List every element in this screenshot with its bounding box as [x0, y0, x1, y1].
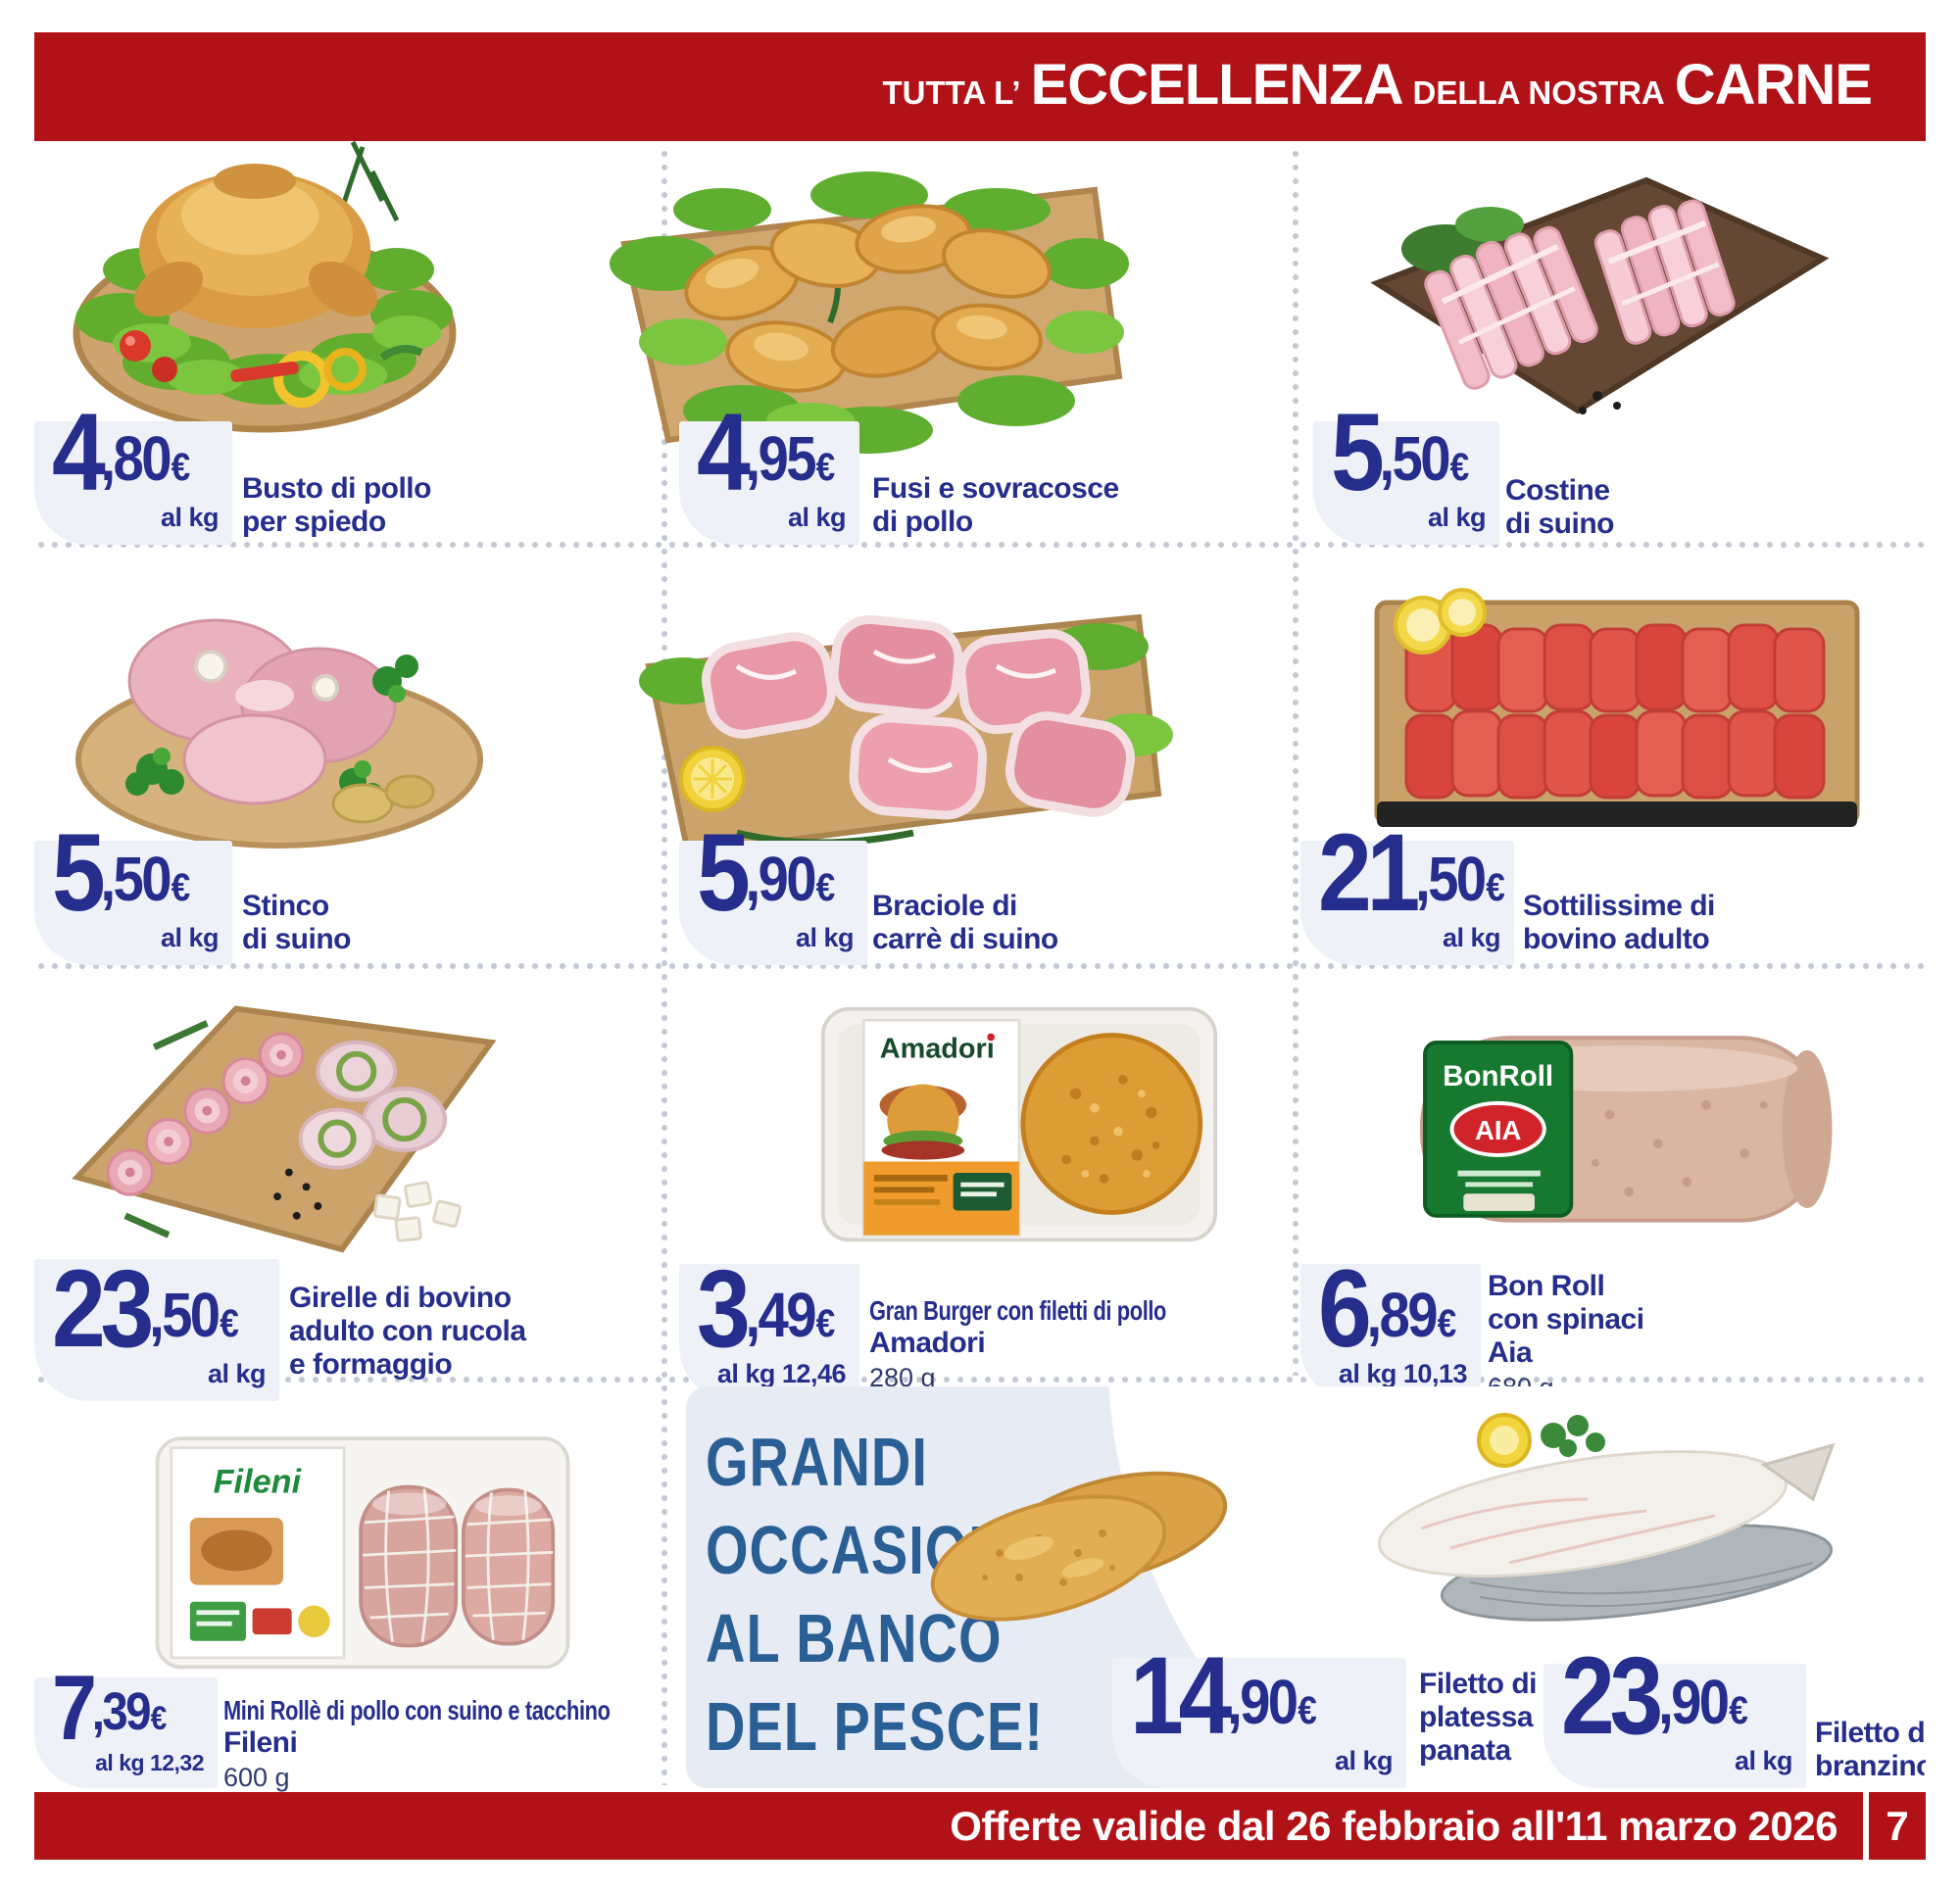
footer-bar: Offerte valide dal 26 febbraio all'11 ma…: [34, 1792, 1926, 1860]
brand-text-fileni: Fileni: [214, 1463, 303, 1500]
offer-validity-text: Offerte valide dal 26 febbraio all'11 ma…: [950, 1803, 1838, 1849]
price-unit: al kg 12,46: [716, 1359, 847, 1388]
product-description: Stinco di suino: [242, 890, 352, 955]
photo-bon-roll-aia: BonRoll AIA: [1362, 990, 1867, 1259]
price: 7,39€: [52, 1655, 168, 1759]
dotted-divider: [1292, 147, 1299, 1376]
price-badge: 21,50€ al kg: [1300, 818, 1514, 965]
page-number: 7: [1863, 1792, 1926, 1860]
photo-stinco: [69, 568, 490, 852]
price-badge: 23,90€ al kg: [1544, 1641, 1806, 1788]
product-description: Braciole di carrè di suino: [872, 890, 1058, 955]
price-unit: al kg: [207, 1359, 267, 1388]
photo-filetto-branzino: [1333, 1391, 1852, 1656]
product-description: Sottilissime di bovino adulto: [1523, 890, 1715, 955]
fish-counter-panel: GRANDI OCCASIONI AL BANCO DEL PESCE!: [686, 1386, 1926, 1788]
price: 5,50€: [52, 811, 191, 935]
product-description: Filetto di branzino: [1815, 1717, 1926, 1782]
price-badge: 3,49€ al kg 12,46: [679, 1247, 859, 1401]
price: 23,90€: [1561, 1634, 1748, 1758]
brand-text-aia: AIA: [1475, 1115, 1521, 1145]
product-card-bon-roll: BonRoll AIA 6,89€ al kg 10,13 Bon Roll co…: [1296, 965, 1926, 1402]
photo-filetto-platessa: [911, 1431, 1245, 1671]
price-badge: 5,90€ al kg: [679, 818, 867, 965]
price-badge: 23,50€ al kg: [34, 1247, 279, 1401]
product-description: Fusi e sovracosce di pollo: [872, 472, 1119, 538]
dotted-divider: [34, 541, 1926, 549]
price-badge: 5,50€ al kg: [1313, 398, 1499, 545]
header-carne: CARNE: [1674, 53, 1873, 117]
price-unit: al kg: [160, 503, 220, 532]
product-card-girelle: 23,50€ al kg Girelle di bovino adulto con…: [34, 965, 663, 1401]
photo-mini-rolle-fileni: Fileni: [137, 1401, 588, 1695]
photo-braciole: [585, 558, 1183, 872]
price-unit: al kg: [795, 923, 855, 952]
price: 3,49€: [697, 1247, 836, 1371]
price: 5,50€: [1331, 391, 1470, 514]
dotted-divider: [34, 1376, 1926, 1383]
price-unit: al kg 10,13: [1338, 1359, 1468, 1388]
price: 4,95€: [697, 391, 836, 514]
price-unit: al kg: [1427, 503, 1487, 532]
product-card-stinco: 5,50€ al kg Stinco di suino: [34, 544, 663, 965]
header-mid: DELLA NOSTRA: [1412, 74, 1665, 111]
photo-gran-burger-amadori: Amadori: [804, 999, 1235, 1249]
price-badge: 14,90€ al kg: [1112, 1641, 1406, 1788]
photo-sottilissime: [1362, 568, 1872, 852]
dotted-divider: [34, 962, 1926, 970]
price-unit: al kg: [160, 923, 220, 952]
product-card-busto-di-pollo: 4,80€ al kg Busto di pollo per spiedo: [34, 140, 663, 545]
product-card-mini-rolle: Fileni: [34, 1383, 663, 1792]
price-badge: 5,50€ al kg: [34, 818, 232, 965]
price-badge: 6,89€ al kg 10,13: [1300, 1247, 1481, 1401]
product-description: Gran Burger con filetti di pollo Amadori 2…: [869, 1295, 1167, 1392]
photo-busto-di-pollo: [59, 113, 470, 441]
price: 4,80€: [52, 391, 191, 514]
product-description: Girelle di bovino adulto con rucola e form…: [289, 1282, 526, 1381]
product-card-costine: 5,50€ al kg Costine di suino: [1296, 141, 1926, 545]
product-card-sottilissime: 21,50€ al kg Sottilissime di bovino adult…: [1296, 544, 1926, 965]
dotted-divider: [661, 147, 668, 1785]
photo-fusi-sovracosce: [575, 117, 1144, 460]
price-badge: 4,95€ al kg: [679, 398, 859, 545]
photo-costine: [1352, 126, 1842, 450]
price: 23,50€: [52, 1247, 239, 1371]
price-unit: al kg 12,32: [95, 1750, 204, 1775]
product-card-gran-burger: Amadori 3,49€ al kg 12,46 Gran Burger co…: [663, 965, 1296, 1401]
brand-text-amadori: Amadori: [880, 1034, 995, 1065]
price-unit: al kg: [787, 503, 847, 532]
price-badge: 4,80€ al kg: [34, 398, 232, 545]
product-description: Filetto di platessa panata: [1419, 1668, 1537, 1767]
product-description: Busto di pollo per spiedo: [242, 472, 431, 538]
price-unit: al kg: [1734, 1746, 1793, 1775]
product-card-braciole: 5,90€ al kg Braciole di carrè di suino: [639, 544, 1296, 965]
product-description: Mini Rollè di pollo con suino e tacchino…: [223, 1695, 611, 1792]
price: 6,89€: [1318, 1247, 1457, 1371]
price: 14,90€: [1130, 1634, 1317, 1758]
price-unit: al kg: [1334, 1746, 1394, 1775]
price-badge: 7,39€ al kg 12,32: [34, 1661, 218, 1788]
header-pre: TUTTA L’: [882, 74, 1021, 111]
brand-text-bonroll: BonRoll: [1443, 1060, 1553, 1092]
price-unit: al kg: [1442, 923, 1501, 952]
header-banner: TUTTA L’ ECCELLENZA DELLA NOSTRA CARNE: [34, 32, 1926, 141]
product-card-fusi-sovracosce: 4,95€ al kg Fusi e sovracosce di pollo: [610, 141, 1296, 545]
price: 5,90€: [697, 811, 836, 935]
photo-girelle: [54, 980, 510, 1259]
header-eccellenza: ECCELLENZA: [1030, 53, 1404, 117]
price: 21,50€: [1318, 811, 1505, 935]
product-description: Costine di suino: [1505, 474, 1615, 540]
